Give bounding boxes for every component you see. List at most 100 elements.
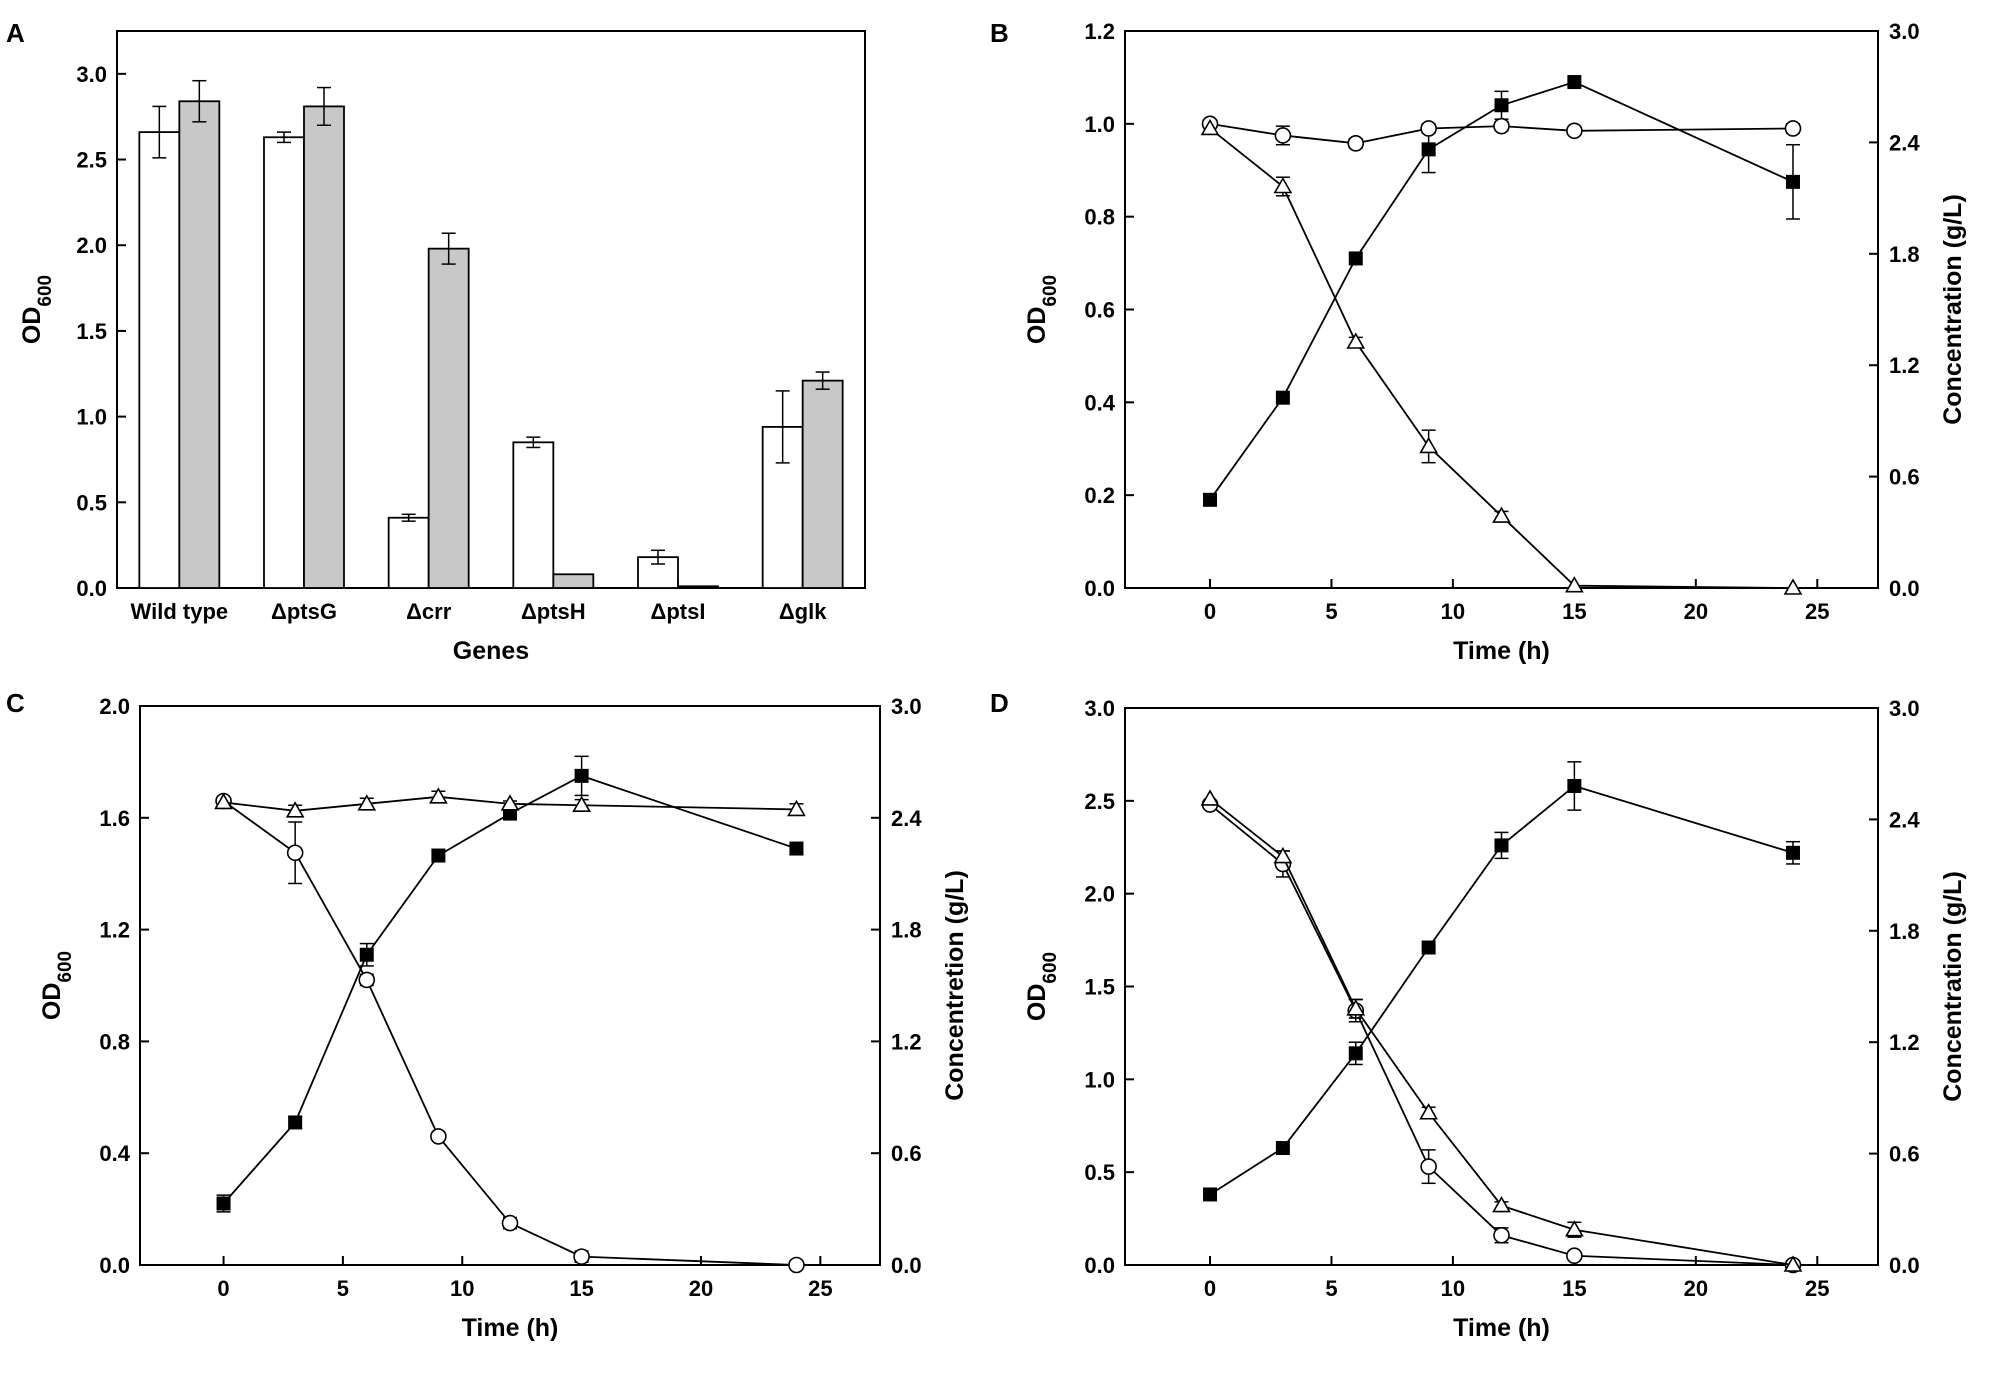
data-point-circle (1566, 1247, 1583, 1265)
y-tick-label: 1.0 (1084, 112, 1115, 137)
x-tick-label: 15 (1562, 599, 1586, 624)
y-tick-label: 2.5 (76, 148, 107, 173)
right-y-tick-label: 1.8 (891, 918, 922, 943)
data-point-circle (788, 1256, 805, 1274)
series-line-open-triangle (1209, 798, 1794, 1266)
data-point-square (1567, 75, 1582, 90)
right-y-tick-label: 3.0 (1889, 696, 1920, 721)
x-tick-label: Δglk (779, 599, 827, 624)
data-point-circle (1274, 127, 1292, 144)
y-axis-label-subscript: 600 (1040, 275, 1061, 307)
y-axis-label-main: OD (1023, 984, 1051, 1022)
data-point-triangle (1200, 118, 1220, 136)
y-tick-label: 0.0 (1084, 1253, 1115, 1278)
x-tick-label: 0 (1204, 599, 1216, 624)
data-point-triangle (1783, 1255, 1803, 1272)
right-y-tick-label: 0.0 (1889, 1253, 1920, 1278)
y-axis-label-subscript: 600 (35, 275, 56, 307)
data-point-square (1494, 838, 1509, 853)
right-y-tick-label: 3.0 (891, 694, 922, 719)
y-tick-label: 0.6 (1084, 298, 1115, 323)
x-tick-label: 20 (1684, 1276, 1708, 1301)
x-tick-label: 15 (1562, 1276, 1586, 1301)
data-point-triangle (1492, 1195, 1511, 1213)
right-y-tick-label: 0.0 (1889, 576, 1920, 601)
x-tick-label: 0 (217, 1276, 229, 1301)
data-point-circle (1493, 117, 1510, 135)
data-point-triangle (1492, 506, 1511, 523)
y-tick-label: 3.0 (76, 62, 107, 87)
x-axis-label: Time (h) (1453, 637, 1550, 665)
y-tick-label: 1.0 (76, 405, 107, 430)
bar-white (512, 441, 555, 589)
data-point-square (1275, 1141, 1290, 1156)
x-tick-label: 25 (1805, 1276, 1829, 1301)
series-filled-square (216, 755, 804, 1213)
right-y-tick-label: 1.8 (1889, 242, 1920, 267)
y-axis-label-subscript: 600 (1040, 952, 1061, 984)
x-tick-label: ΔptsH (521, 599, 586, 624)
data-point-circle (1420, 1158, 1437, 1175)
series-open-triangle (1200, 789, 1803, 1272)
right-y-tick-label: 0.6 (891, 1141, 922, 1166)
x-tick-label: 0 (1204, 1276, 1216, 1301)
bar-white (387, 516, 430, 589)
bar-grey (677, 585, 719, 589)
data-point-circle (1347, 135, 1365, 152)
data-point-square (789, 841, 804, 856)
x-tick-label: 15 (569, 1276, 593, 1301)
right-y-axis-label: Concentretion (g/L) (941, 870, 969, 1101)
y-tick-label: 2.5 (1084, 789, 1115, 814)
data-point-circle (430, 1128, 447, 1145)
x-tick-label: 5 (1325, 1276, 1337, 1301)
x-tick-label: ΔptsI (651, 599, 706, 624)
bar-grey (427, 247, 470, 589)
y-axis-label: OD600 (1023, 275, 1061, 344)
bar-white (138, 131, 181, 589)
x-tick-label: 20 (689, 1276, 713, 1301)
data-point-circle (1784, 120, 1802, 137)
data-point-square (1203, 1187, 1218, 1202)
data-point-triangle (429, 787, 448, 804)
right-y-tick-label: 1.8 (1889, 919, 1920, 944)
y-tick-label: 0.0 (76, 576, 107, 601)
x-tick-label: 25 (808, 1276, 832, 1301)
bar-grey (552, 573, 595, 589)
panel-label: D (990, 688, 1009, 718)
y-tick-label: 1.2 (1084, 19, 1115, 44)
right-y-axis-label: Concentration (g/L) (1939, 871, 1967, 1102)
data-point-triangle (1419, 1103, 1439, 1120)
bar-grey (801, 379, 844, 589)
x-axis-label: Time (h) (1453, 1314, 1550, 1342)
y-axis-label: OD600 (38, 951, 76, 1020)
data-point-circle (358, 971, 376, 989)
data-point-square (1348, 1046, 1363, 1061)
data-point-triangle (572, 795, 591, 813)
data-point-square (1421, 940, 1436, 955)
data-point-triangle (214, 792, 233, 810)
series-filled-square (1203, 761, 1800, 1202)
y-tick-label: 2.0 (1084, 882, 1115, 907)
panel-label: B (990, 18, 1009, 48)
x-tick-label: 10 (1441, 599, 1465, 624)
y-tick-label: 1.2 (99, 918, 130, 943)
data-point-circle (573, 1248, 590, 1265)
series-open-circle (215, 792, 805, 1274)
right-y-tick-label: 1.2 (1889, 353, 1920, 378)
x-tick-label: 10 (450, 1276, 474, 1301)
series-line-open-circle (223, 800, 797, 1266)
series-open-triangle (214, 787, 806, 818)
data-point-circle (1566, 122, 1583, 140)
panel-a: A 0.0 0.5 1.0 1.5 2.0 2.5 3.0 OD600 Wild type Δpts… (6, 18, 866, 665)
data-point-triangle (1273, 846, 1293, 864)
x-tick-label: 20 (1684, 599, 1708, 624)
y-tick-label: 3.0 (1084, 696, 1115, 721)
y-axis-label-main: OD (1023, 307, 1051, 345)
y-axis-label-main: OD (18, 307, 46, 345)
y-tick-label: 0.4 (99, 1141, 130, 1166)
y-tick-label: 0.4 (1084, 390, 1115, 415)
x-tick-label: Δcrr (406, 599, 452, 624)
right-y-axis-label: Concentration (g/L) (1939, 194, 1967, 425)
data-point-triangle (1419, 436, 1439, 454)
